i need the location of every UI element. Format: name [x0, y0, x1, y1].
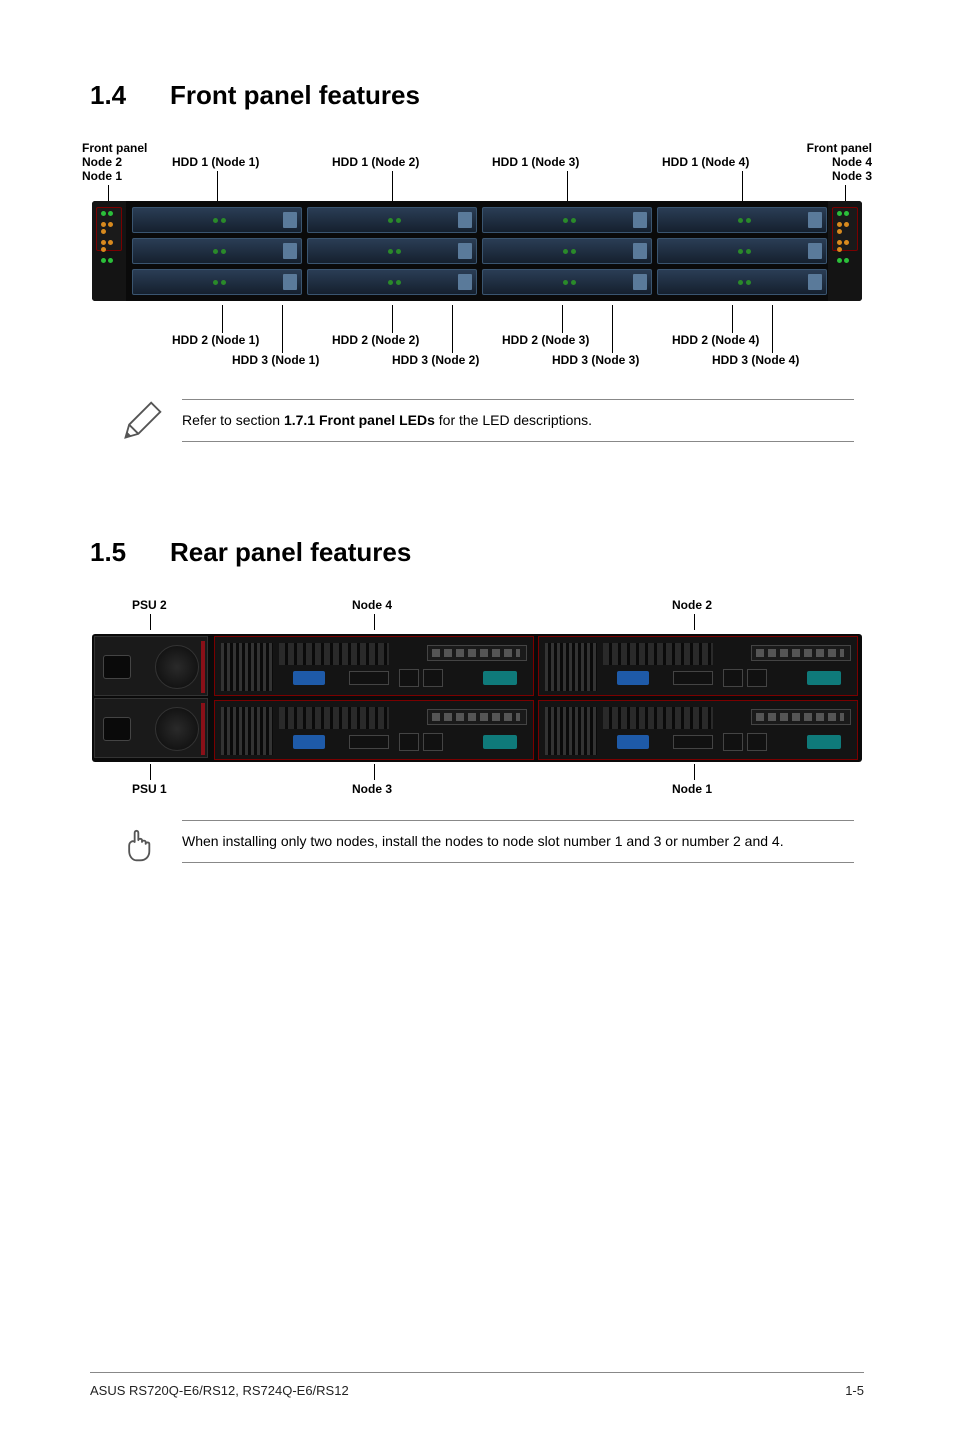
hdd2-node2-label: HDD 2 (Node 2)	[332, 333, 419, 347]
hdd3-node2-label: HDD 3 (Node 2)	[392, 353, 479, 367]
hdd1-node4-label: HDD 1 (Node 4)	[662, 155, 749, 169]
psu2-label: PSU 2	[132, 598, 167, 612]
hdd-column-node2	[307, 207, 477, 300]
leader-line	[108, 185, 109, 201]
hdd2-node4-label: HDD 2 (Node 4)	[672, 333, 759, 347]
hdd-tray	[482, 269, 652, 295]
psu-column	[92, 634, 210, 762]
rear-top-labels: PSU 2 Node 4 Node 2	[92, 598, 862, 634]
note-text: Refer to section 1.7.1 Front panel LEDs …	[182, 399, 854, 442]
leader-line	[222, 305, 223, 333]
hdd-tray	[657, 269, 827, 295]
node4-slot	[214, 636, 534, 696]
leader-line	[562, 305, 563, 333]
label: Node 1	[82, 169, 147, 183]
hdd-tray	[657, 207, 827, 233]
leader-line	[694, 764, 695, 780]
leader-line	[612, 305, 613, 353]
hand-pointing-icon	[120, 820, 164, 864]
section-number: 1.5	[90, 537, 170, 568]
section-title: Rear panel features	[170, 537, 411, 567]
psu2	[94, 636, 208, 696]
front-panel-node4-leds	[832, 207, 858, 251]
hdd-tray	[307, 269, 477, 295]
hdd2-node3-label: HDD 2 (Node 3)	[502, 333, 589, 347]
node2-slot	[538, 636, 858, 696]
leader-line	[374, 614, 375, 630]
hdd1-node2-label: HDD 1 (Node 2)	[332, 155, 419, 169]
leader-line	[374, 764, 375, 780]
node1-slot	[538, 700, 858, 760]
node4-label: Node 4	[352, 598, 392, 612]
front-panel-node2-leds	[96, 207, 122, 251]
section-heading-1-4: 1.4Front panel features	[90, 80, 864, 111]
hdd-column-node4	[657, 207, 827, 300]
rear-bottom-labels: PSU 1 Node 3 Node 1	[92, 764, 862, 800]
node2-label: Node 2	[672, 598, 712, 612]
label: Front panel	[807, 141, 872, 155]
label: Node 4	[807, 155, 872, 169]
hdd-tray	[132, 207, 302, 233]
section-number: 1.4	[90, 80, 170, 111]
hdd-column-node3	[482, 207, 652, 300]
leader-line	[742, 171, 743, 201]
leader-line	[772, 305, 773, 353]
front-panel-side-left	[92, 201, 126, 301]
leader-line	[732, 305, 733, 333]
front-panel-side-right	[828, 201, 862, 301]
section-heading-1-5: 1.5Rear panel features	[90, 537, 864, 568]
psu1	[94, 698, 208, 758]
leader-line	[282, 305, 283, 353]
label: Front panel	[82, 141, 147, 155]
psu1-label: PSU 1	[132, 782, 167, 796]
hdd1-node1-label: HDD 1 (Node 1)	[172, 155, 259, 169]
hdd3-node4-label: HDD 3 (Node 4)	[712, 353, 799, 367]
rear-panel-diagram: PSU 2 Node 4 Node 2 PSU 1	[92, 598, 862, 800]
leader-line	[845, 185, 846, 201]
hdd3-node3-label: HDD 3 (Node 3)	[552, 353, 639, 367]
note-bold: 1.7.1 Front panel LEDs	[284, 412, 435, 428]
footer-product: ASUS RS720Q-E6/RS12, RS724Q-E6/RS12	[90, 1383, 349, 1398]
label: Node 2	[82, 155, 147, 169]
leader-line	[150, 764, 151, 780]
front-panel-right-group: Front panel Node 4 Node 3	[807, 141, 872, 183]
leader-line	[392, 305, 393, 333]
hdd2-node1-label: HDD 2 (Node 1)	[172, 333, 259, 347]
note-two-nodes: When installing only two nodes, install …	[120, 816, 854, 868]
leader-line	[567, 171, 568, 201]
page-footer: ASUS RS720Q-E6/RS12, RS724Q-E6/RS12 1-5	[90, 1372, 864, 1398]
hdd1-node3-label: HDD 1 (Node 3)	[492, 155, 579, 169]
hdd-tray	[132, 269, 302, 295]
front-top-labels: Front panel Node 2 Node 1 Front panel No…	[92, 141, 862, 201]
leader-line	[217, 171, 218, 201]
hdd3-node1-label: HDD 3 (Node 1)	[232, 353, 319, 367]
section-title: Front panel features	[170, 80, 420, 110]
note-front-leds: Refer to section 1.7.1 Front panel LEDs …	[120, 395, 854, 447]
hdd-tray	[307, 207, 477, 233]
node3-slot	[214, 700, 534, 760]
front-bottom-labels: HDD 2 (Node 1) HDD 2 (Node 2) HDD 2 (Nod…	[92, 305, 862, 375]
hdd-column-node1	[132, 207, 302, 300]
hdd-tray	[307, 238, 477, 264]
pencil-icon	[120, 399, 164, 443]
front-panel-left-group: Front panel Node 2 Node 1	[82, 141, 147, 183]
hdd-tray	[482, 238, 652, 264]
rear-panel-photo	[92, 634, 862, 762]
hdd-tray	[657, 238, 827, 264]
hdd-tray	[482, 207, 652, 233]
leader-line	[694, 614, 695, 630]
front-panel-photo	[92, 201, 862, 301]
note-suffix: for the LED descriptions.	[435, 412, 592, 428]
note-text: When installing only two nodes, install …	[182, 820, 854, 863]
footer-page-number: 1-5	[845, 1383, 864, 1398]
leader-line	[452, 305, 453, 353]
label: Node 3	[807, 169, 872, 183]
hdd-tray	[132, 238, 302, 264]
note-prefix: Refer to section	[182, 412, 284, 428]
leader-line	[392, 171, 393, 201]
node1-label: Node 1	[672, 782, 712, 796]
leader-line	[150, 614, 151, 630]
front-panel-diagram: Front panel Node 2 Node 1 Front panel No…	[92, 141, 862, 375]
node3-label: Node 3	[352, 782, 392, 796]
